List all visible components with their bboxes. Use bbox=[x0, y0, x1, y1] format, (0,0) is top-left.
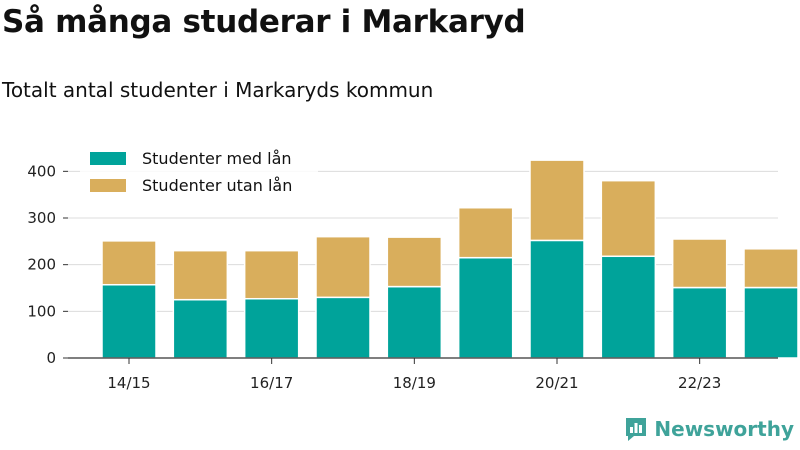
x-tick-label: 18/19 bbox=[393, 374, 436, 392]
bar-segment-utan-lan bbox=[172, 249, 229, 301]
bar-segment-med-lan bbox=[172, 298, 229, 359]
bar-chart-logo-icon bbox=[626, 418, 647, 441]
y-tick-label: 200 bbox=[27, 256, 56, 274]
y-tick-label: 300 bbox=[27, 209, 56, 227]
x-tick-label: 14/15 bbox=[107, 374, 150, 392]
bar-segment-utan-lan bbox=[600, 179, 657, 258]
chart-title: Så många studerar i Markaryd bbox=[2, 4, 526, 40]
bar-segment-utan-lan bbox=[243, 249, 300, 300]
x-tick-label: 22/23 bbox=[678, 374, 721, 392]
bar-segment-med-lan bbox=[600, 255, 657, 359]
newsworthy-brand: Newsworthy bbox=[624, 416, 794, 442]
bar-segment-med-lan bbox=[243, 297, 300, 359]
legend-swatch bbox=[90, 152, 126, 165]
bar-segment-utan-lan bbox=[386, 236, 443, 288]
y-tick-label: 400 bbox=[27, 162, 56, 180]
x-tick-label: 20/21 bbox=[535, 374, 578, 392]
bar-segment-med-lan bbox=[386, 285, 443, 359]
bar-segment-utan-lan bbox=[671, 238, 728, 289]
bar-segment-med-lan bbox=[457, 256, 514, 359]
bar-segment-utan-lan bbox=[101, 240, 157, 286]
bar-segment-med-lan bbox=[529, 239, 585, 359]
bar-segment-utan-lan bbox=[529, 159, 585, 242]
brand-name: Newsworthy bbox=[654, 417, 794, 441]
y-tick-label: 100 bbox=[27, 302, 56, 320]
legend-swatch bbox=[90, 179, 126, 192]
y-tick-label: 0 bbox=[46, 349, 56, 367]
legend: Studenter med lån Studenter utan lån bbox=[80, 146, 318, 200]
axes: 0 100 200 300 400 14/15 16/17 18/19 20/21 22/23 bbox=[27, 162, 778, 392]
bar-segment-med-lan bbox=[743, 286, 799, 359]
bar-segment-med-lan bbox=[101, 283, 157, 359]
x-tick-label: 16/17 bbox=[250, 374, 293, 392]
chart-subtitle: Totalt antal studenter i Markaryds kommu… bbox=[2, 78, 434, 102]
bar-segment-med-lan bbox=[315, 296, 371, 359]
legend-label: Studenter med lån bbox=[142, 149, 292, 168]
bar-segment-utan-lan bbox=[315, 235, 371, 299]
legend-label: Studenter utan lån bbox=[142, 176, 292, 195]
bar-segment-utan-lan bbox=[457, 206, 514, 259]
bar-segment-med-lan bbox=[671, 286, 728, 359]
bar-segment-utan-lan bbox=[743, 248, 799, 289]
